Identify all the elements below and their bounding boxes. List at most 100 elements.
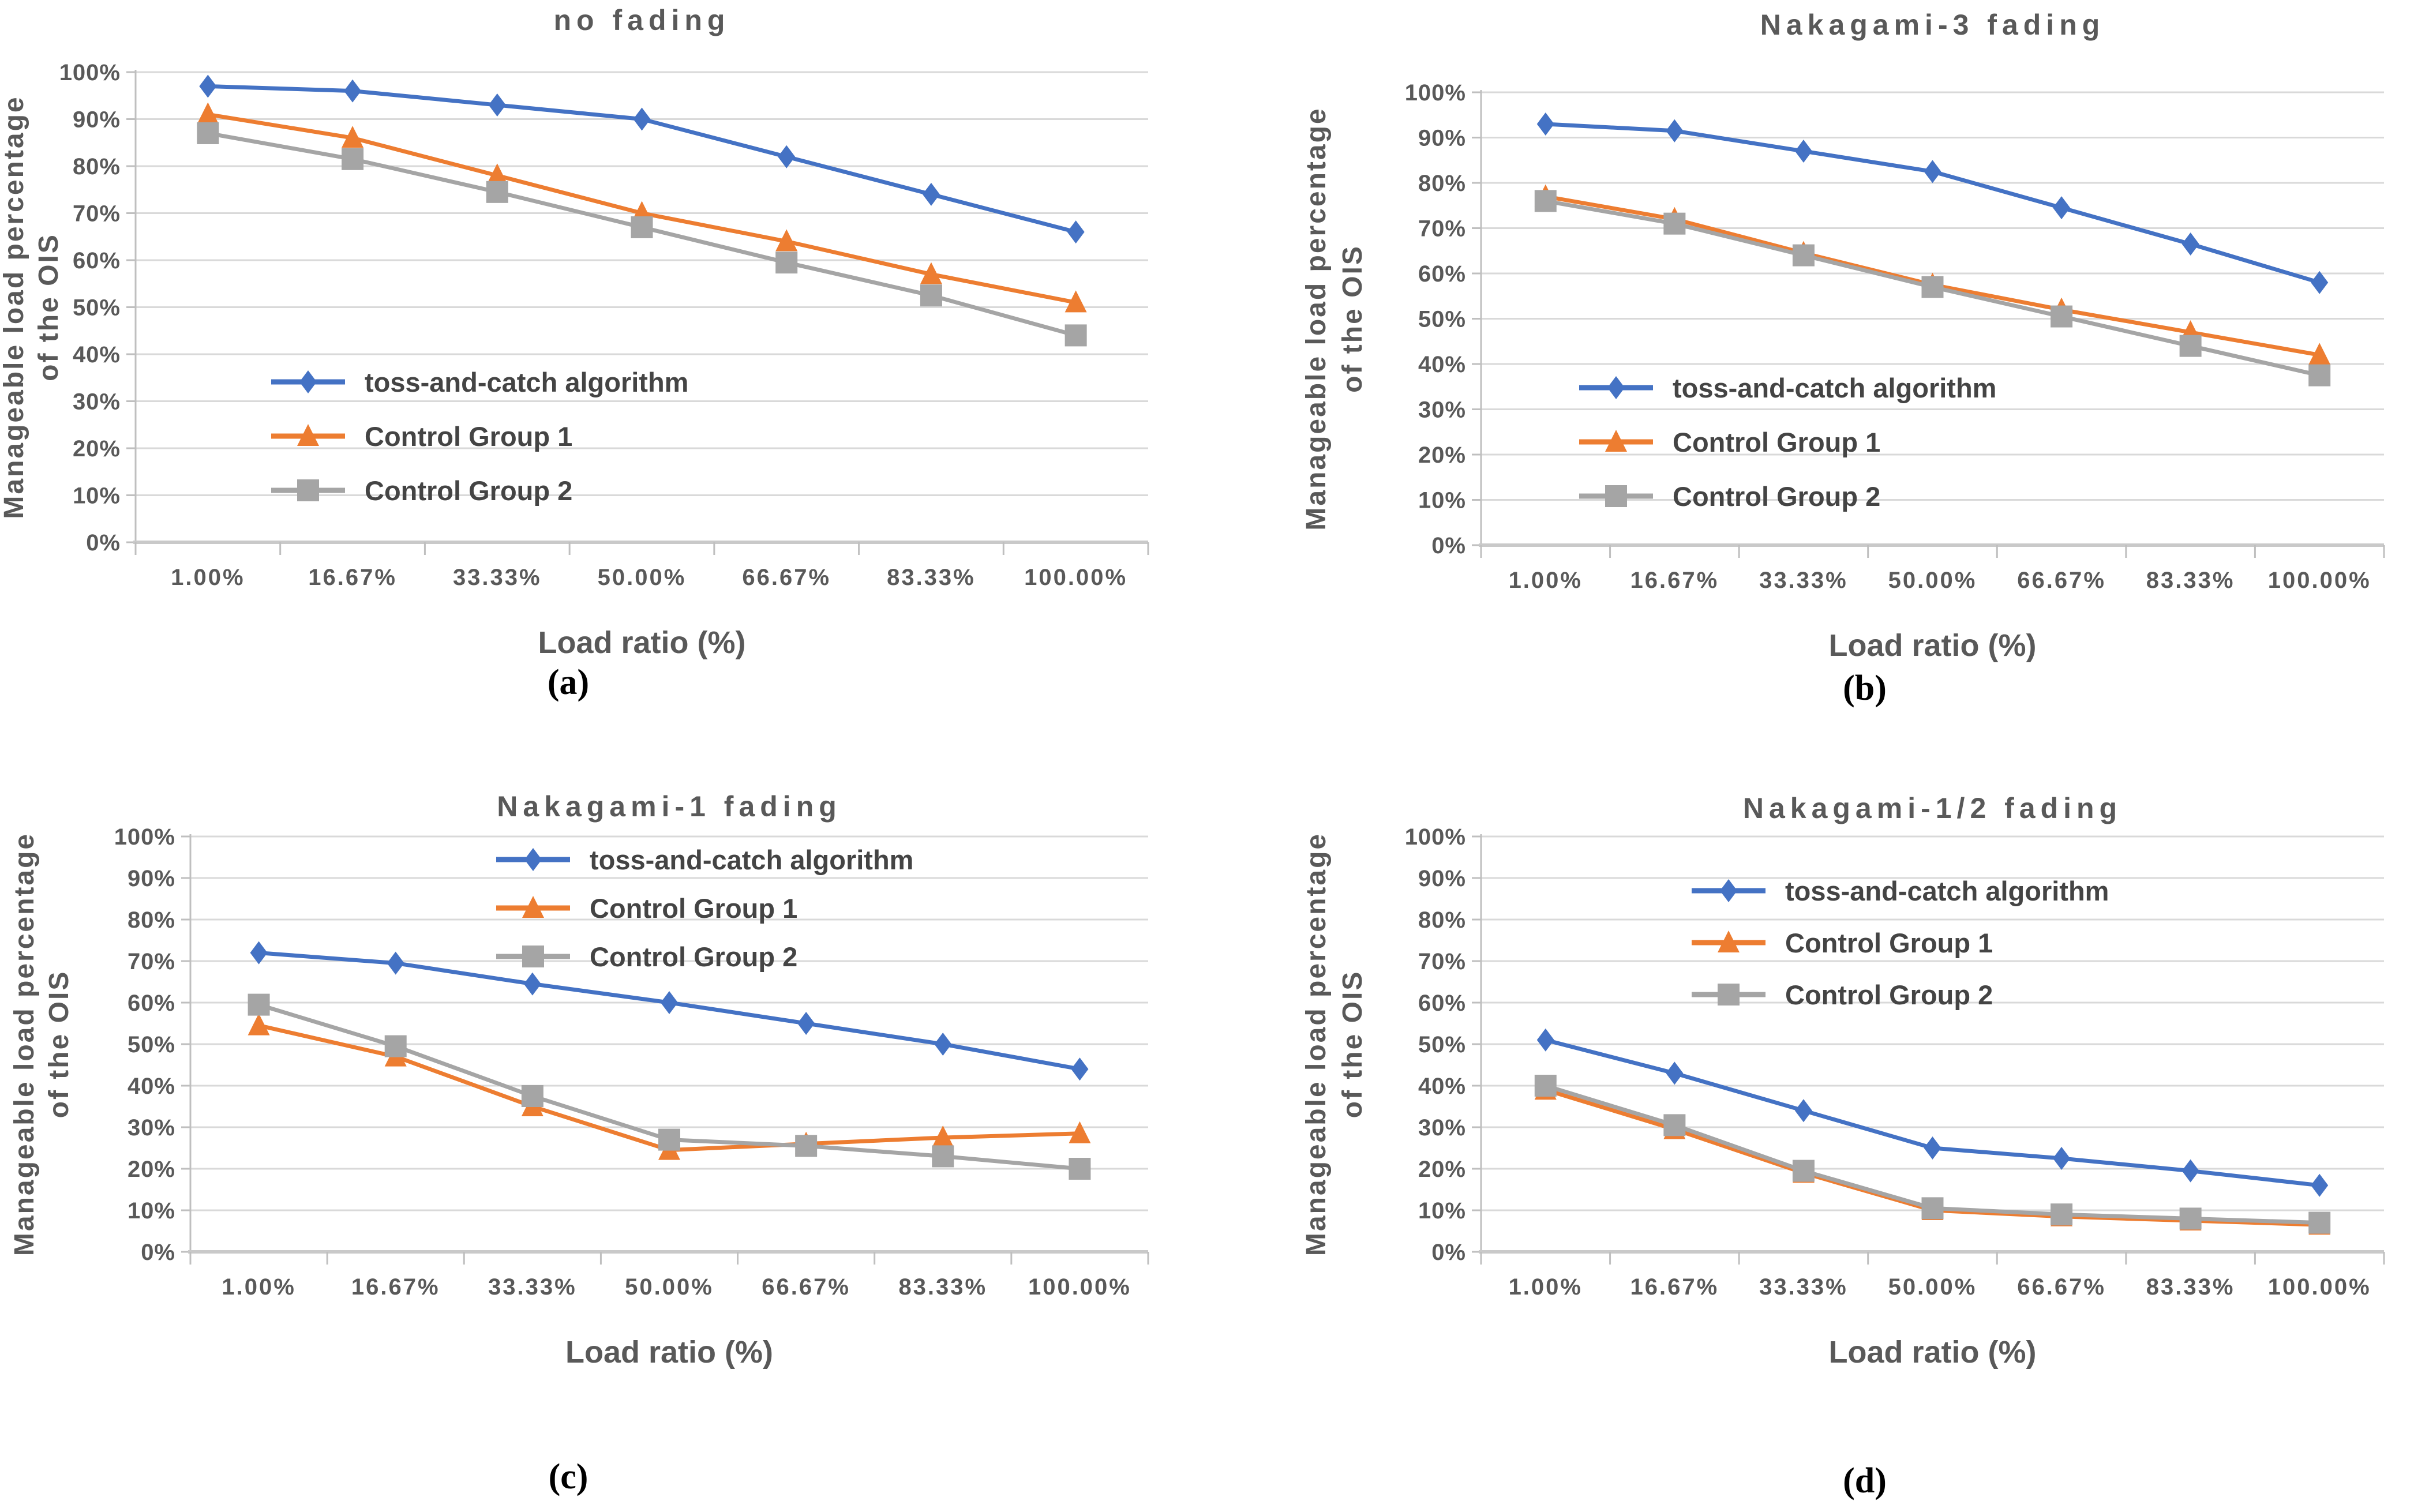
y-axis-title-line1: Manageable load percentage (0, 95, 29, 519)
svg-text:60%: 60% (1418, 991, 1466, 1016)
legend-square-marker-icon (297, 479, 319, 501)
svg-text:16.67%: 16.67% (351, 1274, 440, 1300)
legend-diamond-marker-icon (299, 370, 317, 393)
svg-text:0%: 0% (141, 1240, 175, 1265)
triangle-marker (2308, 343, 2331, 365)
legend-triangle-marker-icon (1605, 430, 1627, 452)
y-tick-labels: 0% 10% 20% 30% 40% 50% 60% 70% 80% 90% 100% (1405, 824, 1466, 1265)
y-axis-title-line2: of the OIS (1337, 970, 1368, 1119)
svg-text:30%: 30% (1418, 1115, 1466, 1140)
series-toss-and-catch-algorithm (1536, 1028, 2329, 1197)
legend-label: toss-and-catch algorithm (590, 845, 913, 875)
line-chart-nakagami-1-fading: 0% 10% 20% 30% 40% 50% 60% 70% 80% 90% 100% 1.00% 16… (9, 790, 1149, 1370)
svg-text:90%: 90% (1418, 126, 1466, 151)
svg-text:83.33%: 83.33% (2146, 1274, 2235, 1300)
square-marker (795, 1135, 818, 1157)
svg-text:16.67%: 16.67% (308, 565, 397, 590)
series-control-group-1 (1534, 184, 2331, 365)
svg-text:100%: 100% (1405, 824, 1466, 850)
square-marker (342, 148, 364, 170)
legend-square-marker-icon (1605, 485, 1627, 507)
square-marker (1663, 212, 1686, 235)
diamond-marker (778, 145, 796, 168)
svg-text:50%: 50% (1418, 1032, 1466, 1057)
triangle-marker (1064, 290, 1087, 313)
x-tick-labels: 1.00% 16.67% 33.33% 50.00% 66.67% 83.33% 100.0… (1509, 1274, 2370, 1300)
diamond-marker (1794, 140, 1812, 163)
svg-text:83.33%: 83.33% (887, 565, 976, 590)
panel-caption: (a) (547, 663, 590, 702)
square-marker (932, 1145, 954, 1168)
svg-text:30%: 30% (128, 1115, 175, 1140)
diamond-marker (661, 991, 678, 1014)
legend-item: Control Group 1 (496, 893, 797, 924)
svg-text:40%: 40% (1418, 352, 1466, 377)
svg-text:66.67%: 66.67% (2017, 568, 2106, 593)
legend-triangle-marker-icon (1718, 931, 1740, 952)
square-marker (631, 216, 653, 238)
legend-label: toss-and-catch algorithm (1785, 876, 2109, 906)
square-marker (2308, 1211, 2331, 1234)
diamond-marker (633, 107, 651, 131)
svg-text:60%: 60% (73, 248, 121, 273)
chart-title: no fading (554, 4, 730, 36)
svg-text:70%: 70% (73, 201, 121, 227)
line-chart-nakagami-3-fading: 0% 10% 20% 30% 40% 50% 60% 70% 80% 90% 100% 1.00% 16… (1301, 9, 2385, 663)
svg-text:20%: 20% (128, 1157, 175, 1182)
square-marker (2051, 1203, 2073, 1226)
series-toss-and-catch-algorithm (199, 74, 1085, 244)
diamond-marker (523, 972, 541, 996)
square-marker (1069, 1158, 1091, 1180)
square-marker (1064, 324, 1087, 347)
legend-item: Control Group 1 (271, 421, 572, 452)
legend-label: Control Group 2 (1673, 481, 1880, 512)
svg-text:50.00%: 50.00% (598, 565, 687, 590)
square-marker (2308, 364, 2331, 387)
y-axis-title-line1: Manageable load percentage (1301, 107, 1332, 530)
diamond-marker (488, 93, 506, 117)
svg-text:50%: 50% (73, 295, 121, 321)
chart-title: Nakagami-3 fading (1760, 9, 2105, 41)
triangle-marker (248, 1013, 270, 1035)
diamond-marker (387, 951, 404, 975)
y-axis-title-line1: Manageable load percentage (9, 832, 40, 1256)
legend: toss-and-catch algorithm Control Group 1 C… (1579, 373, 1996, 512)
diamond-marker (2311, 271, 2329, 294)
x-axis-ticks (1480, 545, 2385, 558)
series-line-toss-and-catch-algorithm (1545, 122, 2321, 285)
legend-item: Control Group 1 (1692, 928, 1993, 958)
x-axis-ticks (1480, 1252, 2385, 1265)
legend-item: Control Group 2 (496, 941, 797, 972)
chart-title: Nakagami-1/2 fading (1743, 792, 2122, 824)
legend: toss-and-catch algorithm Control Group 1 C… (1692, 876, 2109, 1010)
svg-text:16.67%: 16.67% (1630, 1274, 1719, 1300)
square-marker (775, 252, 798, 274)
legend-item: Control Group 2 (271, 475, 572, 506)
legend-item: Control Group 2 (1579, 481, 1880, 512)
diamond-marker (250, 941, 268, 965)
gridlines (1472, 91, 2384, 546)
square-marker (384, 1035, 407, 1057)
square-marker (1534, 1075, 1557, 1097)
diamond-marker (1666, 1061, 1684, 1085)
svg-text:30%: 30% (73, 389, 121, 415)
square-marker (2051, 305, 2073, 328)
series-line-toss-and-catch-algorithm (1545, 1038, 2320, 1188)
x-tick-labels: 1.00% 16.67% 33.33% 50.00% 66.67% 83.33% 100.0… (1509, 568, 2370, 593)
panel-b: 0% 10% 20% 30% 40% 50% 60% 70% 80% 90% 100% 1.00% 16… (1207, 0, 2414, 756)
svg-text:0%: 0% (1431, 1240, 1466, 1265)
svg-text:33.33%: 33.33% (488, 1274, 577, 1300)
svg-text:50.00%: 50.00% (1888, 1274, 1977, 1300)
legend-item: toss-and-catch algorithm (1692, 876, 2109, 906)
svg-text:83.33%: 83.33% (2146, 568, 2235, 593)
y-axis-title-line2: of the OIS (1337, 245, 1368, 393)
series-toss-and-catch-algorithm (1536, 112, 2329, 294)
triangle-marker (1069, 1121, 1091, 1143)
legend-item: toss-and-catch algorithm (1579, 373, 1996, 403)
diamond-marker (1536, 1028, 1554, 1052)
svg-text:40%: 40% (1418, 1074, 1466, 1099)
diamond-marker (1067, 220, 1085, 244)
y-tick-labels: 0% 10% 20% 30% 40% 50% 60% 70% 80% 90% 100% (114, 824, 175, 1265)
diamond-marker (1794, 1099, 1812, 1123)
svg-text:10%: 10% (128, 1198, 175, 1224)
